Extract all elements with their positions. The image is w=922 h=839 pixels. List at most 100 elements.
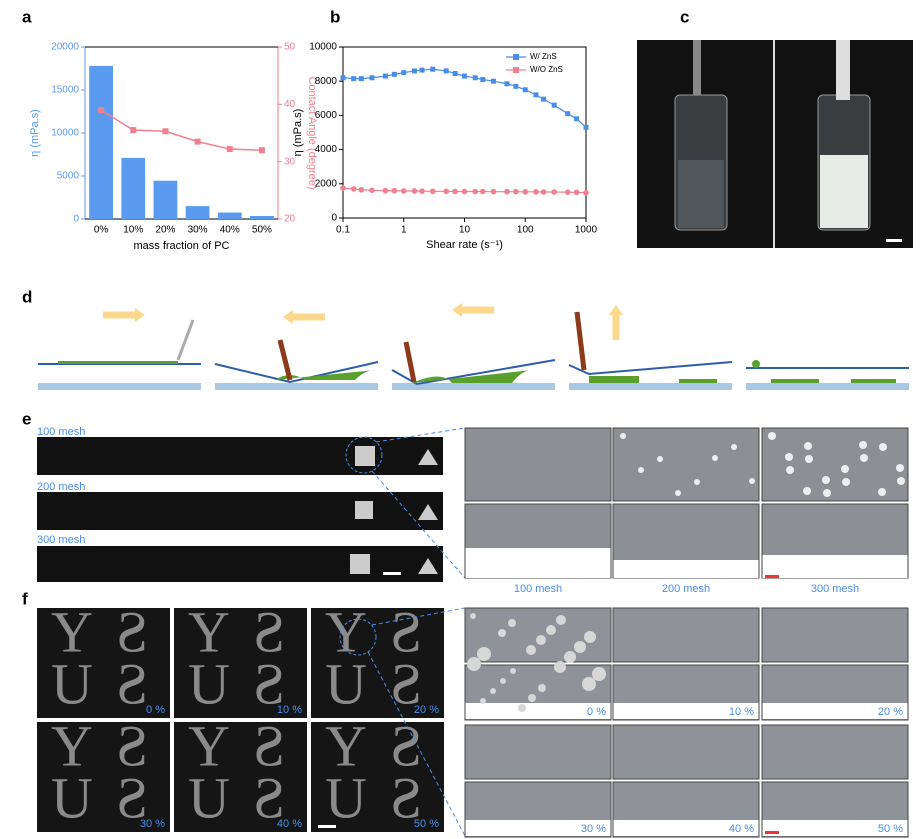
photo-label: 0 %: [146, 704, 165, 716]
spot: [574, 641, 586, 653]
spot: [841, 465, 849, 473]
y-axis-label: η (mPa.s): [29, 109, 41, 157]
panel-label: e: [22, 409, 31, 428]
spot: [842, 478, 850, 486]
x-axis-label: Shear rate (s⁻¹): [426, 239, 503, 251]
point: [472, 188, 478, 195]
y-tick-label: 6000: [315, 110, 338, 121]
photos: Y SU S0 %Y SU S10 %Y SU S20 %Y SU S30 %Y SU S40 %Y…: [37, 599, 444, 832]
micrograph: [761, 427, 909, 502]
y2-tick-label: 40: [284, 99, 296, 110]
photo: [37, 722, 170, 832]
mesh-label: 200 mesh: [37, 481, 85, 493]
x-tick-label: 1000: [575, 225, 598, 236]
point: [358, 186, 365, 193]
point: [162, 128, 169, 135]
mesh-label: 200 mesh: [662, 583, 710, 595]
spot: [490, 688, 496, 694]
photo-label: 40 %: [277, 818, 302, 830]
panel-label: f: [22, 589, 28, 608]
point: [480, 76, 486, 82]
micrographs: 100 mesh 200 mesh 300 mesh: [464, 427, 909, 595]
bar: [217, 212, 242, 219]
spot: [879, 443, 887, 451]
spot: [878, 488, 886, 496]
point: [513, 188, 519, 195]
spot: [554, 661, 566, 673]
edge: [762, 703, 908, 719]
point: [340, 75, 346, 81]
micrograph: [761, 607, 909, 663]
photo: [37, 608, 170, 718]
photo-letter: Y: [325, 713, 367, 778]
point: [490, 78, 496, 84]
x-tick-label: 10: [459, 225, 471, 236]
spot: [518, 704, 526, 712]
y2-axis-label: Contact Angle (degree): [306, 76, 318, 189]
panel-label: a: [22, 7, 32, 26]
micrograph: [464, 724, 612, 780]
photo-letter: S: [390, 599, 422, 664]
photo-letter: S: [253, 599, 285, 664]
y-tick-label: 0: [331, 213, 337, 224]
point: [419, 188, 425, 194]
micro-label: 0 %: [587, 706, 606, 718]
point: [411, 68, 417, 74]
photo-letter: U: [325, 651, 367, 716]
point: [351, 76, 357, 82]
point: [551, 102, 557, 108]
spot: [467, 657, 481, 671]
x-tick-label: 0.1: [336, 225, 350, 236]
spot: [498, 629, 506, 637]
photo-label: 20 %: [414, 704, 439, 716]
spot: [786, 466, 794, 474]
spot: [731, 444, 737, 450]
point: [504, 81, 510, 87]
spot: [712, 455, 718, 461]
point: [350, 186, 357, 192]
point: [443, 68, 449, 74]
spot: [859, 441, 867, 449]
spot: [480, 698, 486, 704]
legend-label: W/ ZnS: [530, 52, 557, 61]
x-axis-label: mass fraction of PC: [134, 240, 230, 252]
photo-letter: Y: [51, 713, 93, 778]
spot: [823, 489, 831, 497]
point: [258, 147, 265, 154]
spot: [584, 631, 596, 643]
spot: [803, 487, 811, 495]
photo-letter: Y: [51, 599, 93, 664]
edge: [465, 548, 611, 578]
point: [574, 116, 580, 122]
photo: [174, 608, 307, 718]
photo: [174, 722, 307, 832]
bar: [121, 157, 146, 219]
edge: [465, 703, 611, 719]
micrograph: [761, 724, 909, 780]
point: [401, 70, 407, 76]
edge: [613, 560, 759, 578]
y2-tick-label: 20: [284, 214, 296, 225]
photo-letter: S: [116, 765, 148, 830]
point: [430, 66, 436, 72]
photo: [311, 722, 444, 832]
point: [541, 96, 547, 102]
panel-label: b: [330, 7, 340, 26]
point: [411, 188, 418, 194]
line: [100, 109, 262, 151]
y-tick-label: 15000: [51, 85, 79, 96]
y2-tick-label: 50: [284, 42, 296, 53]
photo-letter: U: [188, 765, 230, 830]
point: [461, 188, 468, 195]
y-tick-label: 8000: [315, 76, 338, 87]
spot: [860, 454, 868, 462]
photo-letter: Y: [188, 599, 230, 664]
y-tick-label: 2000: [315, 178, 338, 189]
y-tick-label: 20000: [51, 42, 79, 53]
point: [522, 87, 528, 93]
spot: [675, 490, 681, 496]
micro-label: 10 %: [729, 706, 754, 718]
photo-letter: S: [253, 651, 285, 716]
point: [540, 189, 547, 195]
photo-label: 10 %: [277, 704, 302, 716]
